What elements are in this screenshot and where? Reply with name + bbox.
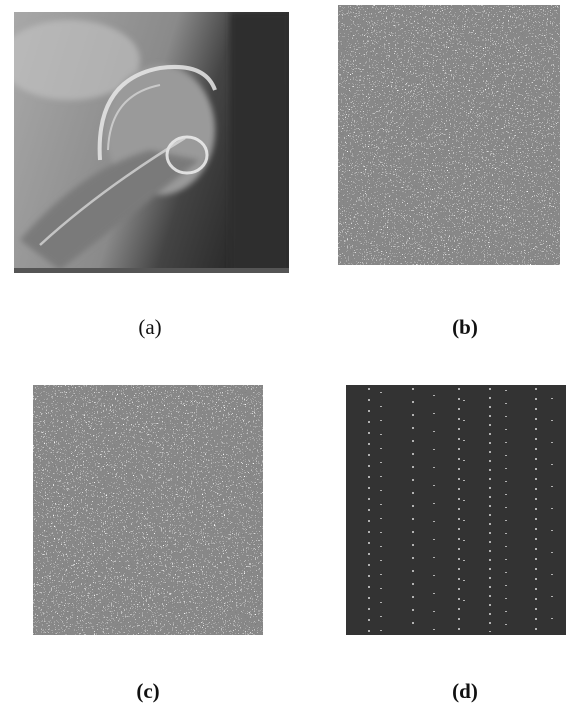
- panel-label: (b): [452, 315, 478, 339]
- xray-image: [0, 12, 290, 273]
- panel-label: (d): [452, 679, 478, 703]
- sparse-image: [346, 385, 566, 635]
- panel-label: (a): [138, 315, 161, 339]
- figure: (a) (b) (c) (d): [0, 0, 566, 711]
- noise-image: [338, 5, 560, 265]
- noise-image: [33, 385, 263, 635]
- panel-label: (c): [136, 679, 159, 703]
